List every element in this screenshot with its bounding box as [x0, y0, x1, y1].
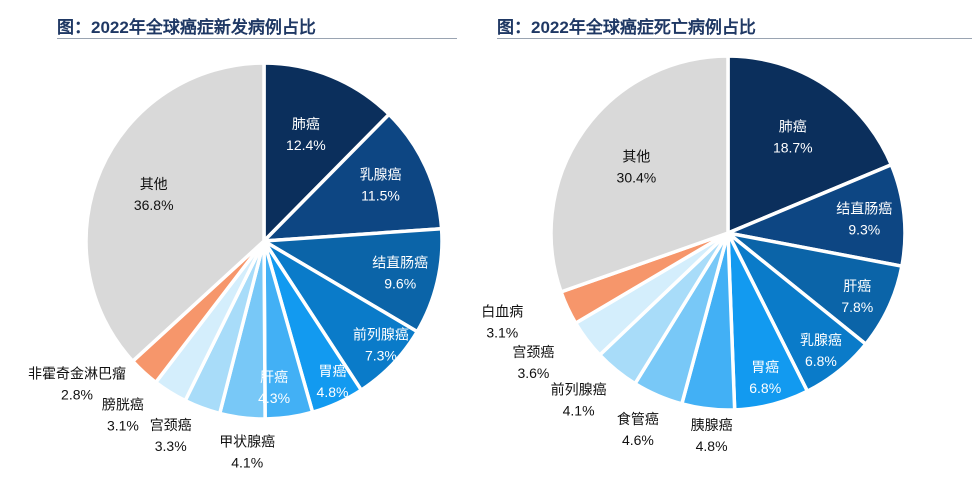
pie-labels: 肺癌 18.7% 结直肠癌 9.3% 肝癌 7.8% 乳腺癌 6.8% 胃癌 6.8% 胰腺癌 4.8…: [481, 119, 892, 454]
slice-label: 肝癌: [260, 369, 288, 385]
slice-value-label: 7.8%: [841, 299, 873, 315]
slice-label: 结直肠癌: [836, 200, 892, 216]
pie-chart-deaths: 肺癌 18.7% 结直肠癌 9.3% 肝癌 7.8% 乳腺癌 6.8% 胃癌 6.8% 胰腺癌 4.8…: [481, 54, 907, 454]
slice-label: 胃癌: [319, 363, 347, 379]
pie-slice: [262, 226, 444, 334]
slice-label: 其他: [140, 176, 168, 192]
chart-panel-deaths: 图：2022年全球癌症死亡病例占比 肺癌 18.7% 结直肠癌 9.3% 肝癌 7.8% 乳…: [470, 0, 975, 486]
slice-value-label: 4.1%: [231, 454, 263, 470]
pie-slices: [84, 61, 444, 421]
slice-value-label: 30.4%: [617, 170, 657, 186]
slice-label: 甲状腺癌: [219, 433, 275, 449]
slice-value-label: 4.1%: [563, 402, 595, 418]
slice-label: 乳腺癌: [800, 332, 842, 348]
slice-label: 膀胱癌: [102, 396, 144, 412]
slice-label: 胰腺癌: [691, 417, 733, 433]
slice-label: 前列腺癌: [551, 381, 607, 397]
slice-value-label: 4.6%: [622, 432, 654, 448]
slice-label: 白血病: [481, 303, 523, 319]
slice-value-label: 36.8%: [134, 197, 174, 213]
slice-value-label: 4.8%: [317, 384, 349, 400]
title-divider: [497, 38, 972, 39]
pie-slice: [262, 61, 391, 243]
pie-slice: [262, 112, 444, 243]
slice-value-label: 4.8%: [696, 438, 728, 454]
slice-value-label: 3.6%: [517, 365, 549, 381]
slice-value-label: 4.3%: [258, 390, 290, 406]
slice-value-label: 2.8%: [61, 387, 93, 403]
slice-label: 胃癌: [751, 359, 779, 375]
slice-value-label: 18.7%: [773, 140, 813, 156]
slice-label: 结直肠癌: [372, 254, 428, 270]
slice-label: 肺癌: [292, 116, 320, 132]
slice-label: 宫颈癌: [150, 417, 192, 433]
slice-value-label: 12.4%: [286, 137, 326, 153]
slice-label: 食管癌: [617, 411, 659, 427]
pie-slice: [84, 61, 266, 363]
pie-labels: 肺癌 12.4% 乳腺癌 11.5% 结直肠癌 9.6% 前列腺癌 7.3% 胃癌 4.8% 肝癌 4…: [28, 116, 428, 471]
slice-label: 宫颈癌: [512, 344, 554, 360]
slice-value-label: 3.1%: [486, 324, 518, 340]
title-divider: [57, 38, 457, 39]
slice-value-label: 9.6%: [384, 275, 416, 291]
chart-panel-new-cases: 图：2022年全球癌症新发病例占比 肺癌 12.4% 乳腺癌 11.5% 结直肠癌 9.6…: [0, 0, 470, 486]
slice-label: 前列腺癌: [353, 327, 409, 343]
slice-value-label: 6.8%: [805, 353, 837, 369]
slice-value-label: 11.5%: [361, 188, 400, 204]
slice-value-label: 9.3%: [848, 221, 880, 237]
slice-label: 乳腺癌: [360, 167, 402, 183]
slice-label: 肝癌: [843, 278, 871, 294]
slice-label: 非霍奇金淋巴瘤: [28, 366, 126, 382]
slice-value-label: 3.1%: [107, 417, 139, 433]
slice-value-label: 6.8%: [749, 380, 781, 396]
chart-title: 图：2022年全球癌症新发病例占比: [57, 18, 316, 37]
slice-value-label: 3.3%: [155, 438, 187, 454]
chart-title: 图：2022年全球癌症死亡病例占比: [497, 18, 756, 37]
slice-label: 其他: [622, 149, 650, 165]
pie-slice: [549, 54, 730, 294]
pie-chart-new-cases: 肺癌 12.4% 乳腺癌 11.5% 结直肠癌 9.6% 前列腺癌 7.3% 胃癌 4.8% 肝癌 4…: [28, 61, 444, 471]
slice-label: 肺癌: [779, 119, 807, 135]
slice-value-label: 7.3%: [365, 348, 397, 364]
pie-slices: [549, 54, 907, 412]
pie-slice: [726, 54, 894, 235]
